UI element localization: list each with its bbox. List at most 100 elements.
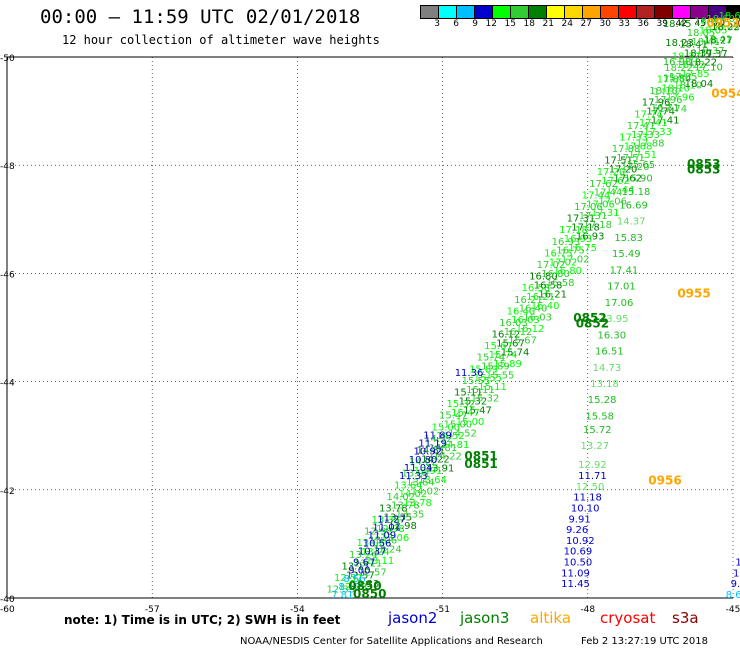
band-value-label: 13.78 [379, 503, 408, 514]
band-value-label: 18.22 [676, 60, 705, 71]
band-value-label: 12.33 [326, 585, 355, 596]
band-value-label: 17.88 [636, 139, 665, 150]
band-value-label: 15.67 [508, 336, 537, 347]
band-value-label: 18.05 [711, 23, 740, 34]
data-point-label: 10.92 [414, 447, 443, 458]
data-point-label: 11.19 [418, 439, 447, 450]
band-value-label: 16.75 [568, 243, 597, 254]
credit-line: NOAA/NESDIS Center for Satellite Applica… [240, 636, 543, 647]
band-value-label: 14.22 [421, 454, 450, 465]
legend-label: 33 [618, 19, 630, 29]
data-point-label: 7.81 [331, 590, 353, 601]
generated-timestamp: Feb 2 13:27:19 UTC 2018 [581, 636, 708, 647]
data-point-label: 14.77 [653, 87, 682, 98]
band-value-label: 14.22 [409, 457, 438, 468]
data-point-label: 10.37 [358, 547, 387, 558]
band-value-label: 17.62 [601, 176, 630, 187]
data-point-label: 10.92 [566, 536, 595, 547]
x-tick-label: -57 [145, 605, 160, 615]
band-value-label: 13.11 [354, 559, 383, 570]
footnote: note: 1) Time is in UTC; 2) SWH is in fe… [64, 613, 341, 627]
legend-label: 30 [599, 19, 611, 29]
legend-label: 24 [561, 19, 573, 29]
band-value-label: 13.11 [366, 556, 395, 567]
legend-label: 45 [694, 19, 706, 29]
time-tag-label: 0850 [353, 587, 386, 601]
data-point-label: 15.18 [622, 187, 651, 198]
data-point-label: 12.50 [576, 482, 605, 493]
band-value-label: 14.81 [429, 443, 458, 454]
band-value-label: 17.18 [559, 225, 588, 236]
band-value-label: 16.21 [526, 292, 555, 303]
time-tag-label: 0850 [348, 579, 381, 593]
band-value-label: 14.81 [441, 440, 470, 451]
time-tag-label: 0852 [573, 311, 606, 325]
legend-label: 9 [472, 19, 478, 29]
legend-label: 12 [485, 19, 497, 29]
data-point-label: 9.67 [353, 558, 375, 569]
band-value-label: 17.33 [643, 127, 672, 138]
data-point-label: 18.22 [711, 22, 740, 33]
legend-label: 42 [675, 19, 687, 29]
band-value-label: 16.12 [516, 324, 545, 335]
band-value-label: 18.10 [673, 81, 702, 92]
band-value-label: 14.22 [433, 452, 462, 463]
band-value-label: 12.98 [376, 524, 405, 535]
band-value-label: 17.41 [651, 115, 680, 126]
data-point-label: 15.65 [627, 160, 656, 171]
time-tag-label: 0851 [464, 449, 497, 463]
band-value-label: 16.21 [538, 289, 567, 300]
band-value-label: 17.74 [634, 109, 663, 120]
band-value-label: 17.74 [646, 107, 675, 118]
band-value-label: 13.64 [406, 478, 435, 489]
data-point-label: 18.27 [704, 35, 733, 46]
legend-label: 39 [656, 19, 668, 29]
band-value-label: 16.75 [556, 246, 585, 257]
data-point-label: 13.27 [581, 441, 610, 452]
legend-swatches [420, 5, 740, 19]
data-point-label: 8.10 [339, 582, 361, 593]
legend-label: (ft) [725, 19, 740, 30]
band-value-label: 18.60 [718, 11, 740, 22]
chart-subtitle: 12 hour collection of altimeter wave hei… [62, 33, 380, 47]
band-value-label: 17.18 [583, 220, 612, 231]
band-value-label: 17.18 [571, 223, 600, 234]
band-value-label: 15.00 [444, 420, 473, 431]
band-value-label: 18.37 [672, 51, 701, 62]
time-tag-label: 0852 [576, 317, 609, 331]
band-value-label: 16.12 [492, 330, 521, 341]
band-value-label: 15.47 [439, 411, 468, 422]
band-value-label: 16.03 [499, 318, 528, 329]
band-value-label: 17.02 [561, 255, 590, 266]
band-value-label: 15.67 [496, 338, 525, 349]
data-point-label: 10.50 [564, 558, 593, 569]
band-value-label: 13.24 [349, 550, 378, 561]
band-value-label: 17.06 [598, 197, 627, 208]
y-tick-label: -42 [0, 487, 15, 497]
band-value-label: 17.51 [616, 153, 645, 164]
band-value-label: 17.41 [639, 118, 668, 129]
data-point-label: 14.73 [593, 363, 622, 374]
band-value-label: 17.88 [612, 144, 641, 155]
band-value-label: 16.80 [541, 269, 570, 280]
band-value-label: 18.05 [699, 25, 728, 36]
data-point-label: 16.69 [619, 200, 648, 211]
band-value-label: 14.52 [436, 431, 465, 442]
band-value-label: 13.78 [391, 501, 420, 512]
band-value-label: 15.89 [481, 362, 510, 373]
x-tick-label: -54 [290, 605, 305, 615]
band-value-label: 13.24 [361, 547, 390, 558]
data-point-label: 16.30 [597, 330, 626, 341]
band-value-label: 12.57 [358, 568, 387, 579]
data-point-label: 11.45 [561, 579, 590, 590]
data-point-label: 18.45 [663, 19, 692, 30]
data-point-label: 15.72 [583, 425, 612, 436]
band-value-label: 13.11 [341, 561, 370, 572]
band-value-label: 12.33 [339, 582, 368, 593]
band-value-label: 17.33 [619, 132, 648, 143]
band-value-label: 17.96 [654, 95, 683, 106]
band-value-label: 15.55 [474, 373, 503, 384]
data-point-label: 10.69 [564, 547, 593, 558]
time-tag-label: 0853 [687, 157, 720, 171]
data-point-label: 15.49 [612, 249, 641, 260]
